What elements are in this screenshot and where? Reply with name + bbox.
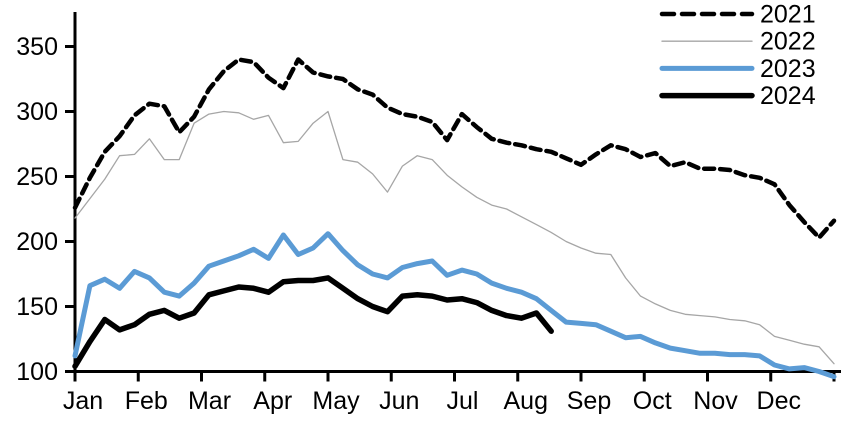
x-tick-label: Jun <box>379 387 419 415</box>
x-tick-label: May <box>312 387 360 415</box>
series-line-2024 <box>72 275 554 370</box>
y-tick-label: 150 <box>16 293 58 321</box>
y-tick-label: 250 <box>16 163 58 191</box>
x-tick-label: Oct <box>633 387 672 415</box>
x-tick-label: Apr <box>253 387 292 415</box>
legend-label-2022: 2022 <box>760 28 816 56</box>
x-tick-label: Dec <box>757 387 801 415</box>
y-tick-label: 350 <box>16 33 58 61</box>
x-tick-label: Sep <box>567 387 611 415</box>
x-tick-label: Jul <box>447 387 479 415</box>
legend-label-2023: 2023 <box>760 55 816 83</box>
x-tick-label: Aug <box>504 387 548 415</box>
y-tick-label: 200 <box>16 228 58 256</box>
x-tick-label: Mar <box>188 387 231 415</box>
series-line-2022 <box>74 110 835 365</box>
x-tick-label: Feb <box>125 387 168 415</box>
series-line-2023 <box>72 231 837 380</box>
y-tick-label: 100 <box>16 358 58 386</box>
legend-label-2024: 2024 <box>760 82 816 110</box>
legend-label-2021: 2021 <box>760 1 816 29</box>
y-tick-label: 300 <box>16 98 58 126</box>
x-tick-label: Nov <box>693 387 738 415</box>
x-tick-label: Jan <box>63 387 103 415</box>
series-line-2021 <box>72 57 837 240</box>
